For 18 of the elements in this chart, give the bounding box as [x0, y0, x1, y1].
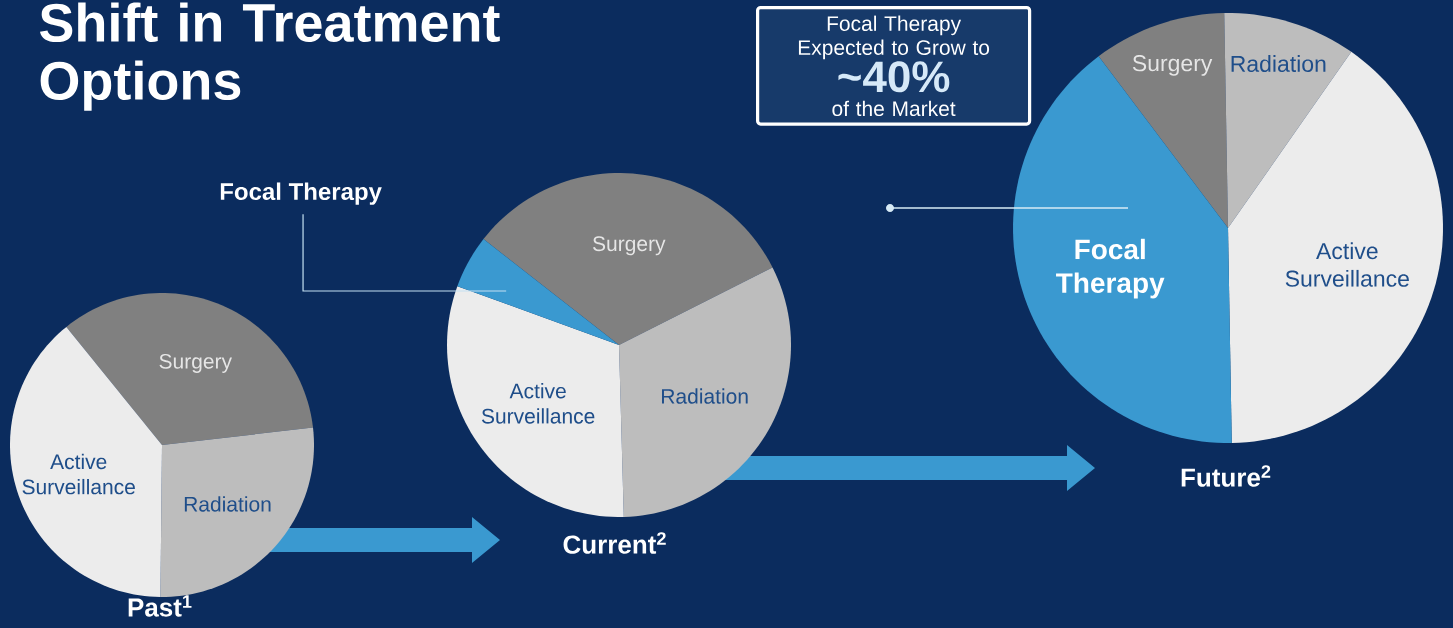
text: Future$^{2}$	[1181, 465, 1271, 487]
slice-label: Active Surveillance	[1285, 242, 1409, 287]
text: of the Market	[832, 100, 956, 117]
slice-label: Radiation	[184, 496, 271, 512]
text: Shift in Treatment Options	[39, 2, 500, 111]
slice-label: Active Surveillance	[22, 453, 135, 495]
text: Current$^{2}$	[563, 532, 666, 554]
slice-label: Surgery	[1132, 55, 1213, 76]
slice-label: Surgery	[592, 236, 666, 256]
slice-label: Surgery	[159, 353, 232, 373]
slice-label: Active Surveillance	[481, 383, 595, 424]
text: ~40%	[838, 61, 950, 93]
slice-label: Focal Therapy	[220, 182, 382, 205]
text: Past$^{1}$	[128, 595, 192, 617]
slice-label: Focal Therapy	[1056, 238, 1165, 299]
text: Focal Therapy Expected to Grow to	[798, 15, 990, 60]
slice-label: Radiation	[1231, 55, 1326, 72]
slice-label: Radiation	[662, 388, 748, 404]
